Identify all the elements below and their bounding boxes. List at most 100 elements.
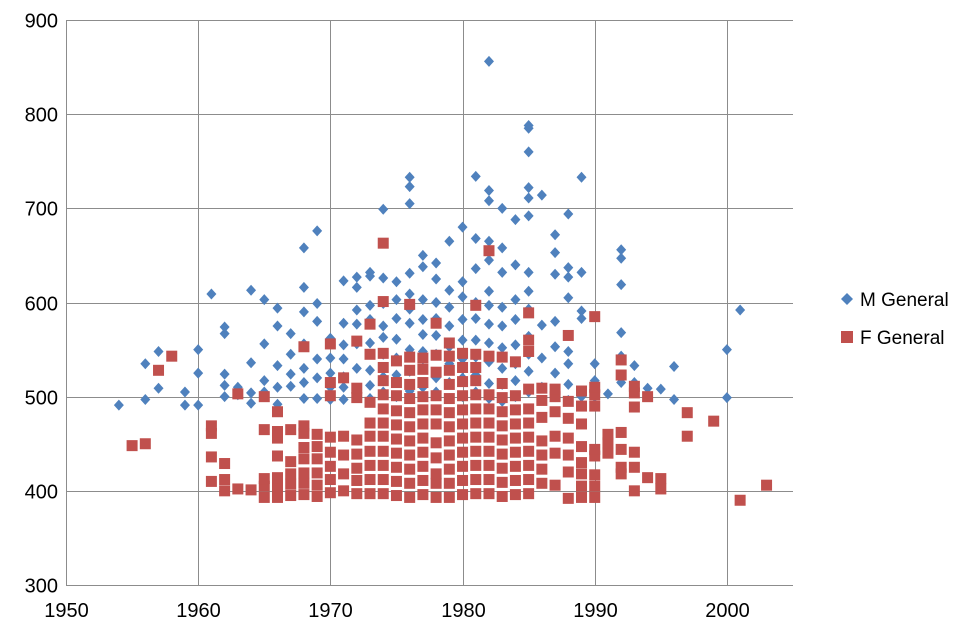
point-f-general: [205, 475, 217, 487]
point-f-general: [219, 474, 231, 486]
point-f-general: [377, 474, 389, 486]
point-m-general: [338, 353, 349, 365]
point-m-general: [444, 235, 455, 247]
point-m-general: [404, 288, 415, 300]
point-m-general: [431, 297, 442, 308]
point-m-general: [431, 257, 442, 269]
point-m-general: [351, 318, 362, 330]
point-f-general: [377, 375, 389, 387]
point-m-general: [298, 242, 309, 254]
y-tick-label: 900: [25, 11, 58, 33]
point-f-general: [549, 391, 561, 403]
point-m-general: [497, 266, 508, 278]
point-m-general: [298, 377, 309, 389]
point-f-general: [258, 480, 270, 492]
point-m-general: [259, 294, 270, 306]
point-f-general: [576, 400, 588, 412]
point-f-general: [483, 488, 495, 500]
point-f-general: [443, 477, 455, 489]
point-f-general: [523, 403, 535, 415]
point-m-general: [351, 281, 362, 293]
point-f-general: [351, 382, 363, 394]
point-f-general: [496, 392, 508, 404]
point-f-general: [549, 430, 561, 442]
point-f-general: [166, 350, 178, 362]
point-f-general: [589, 480, 601, 492]
point-f-general: [430, 418, 442, 430]
point-f-general: [390, 377, 402, 389]
point-f-general: [430, 390, 442, 402]
point-f-general: [734, 494, 746, 506]
point-f-general: [470, 375, 482, 387]
point-f-general: [417, 377, 429, 389]
point-f-general: [390, 433, 402, 445]
point-f-general: [298, 477, 310, 489]
point-m-general: [285, 348, 296, 360]
point-f-general: [443, 407, 455, 419]
point-m-general: [510, 375, 521, 387]
point-f-general: [523, 383, 535, 395]
point-m-general: [483, 337, 494, 349]
point-f-general: [298, 489, 310, 501]
point-m-general: [378, 320, 389, 332]
point-m-general: [219, 328, 230, 340]
point-m-general: [417, 261, 428, 273]
point-f-general: [245, 484, 257, 496]
point-f-general: [483, 417, 495, 429]
point-f-general: [338, 485, 350, 497]
point-f-general: [470, 431, 482, 443]
point-f-general: [351, 448, 363, 460]
point-f-general: [285, 424, 297, 436]
point-m-general: [417, 313, 428, 325]
point-f-general: [549, 406, 561, 418]
point-f-general: [351, 434, 363, 446]
legend-marker-f-general: [841, 331, 853, 343]
point-m-general: [629, 360, 640, 372]
point-f-general: [523, 307, 535, 319]
point-f-general: [430, 452, 442, 464]
x-tick-label: 1980: [441, 600, 486, 622]
point-f-general: [364, 318, 376, 330]
point-m-general: [735, 304, 746, 316]
point-f-general: [324, 431, 336, 443]
point-f-general: [443, 449, 455, 461]
point-m-general: [259, 338, 270, 350]
point-m-general: [219, 379, 230, 391]
point-f-general: [298, 427, 310, 439]
point-f-general: [628, 380, 640, 392]
point-m-general: [510, 313, 521, 325]
point-f-general: [364, 396, 376, 408]
point-f-general: [311, 490, 323, 502]
point-f-general: [311, 453, 323, 465]
point-f-general: [483, 403, 495, 415]
point-m-general: [536, 352, 547, 364]
point-f-general: [708, 415, 720, 427]
tick-labels: 300 400 500 600 700 800 900 1950 1960 1970 1980 199…: [25, 11, 750, 623]
point-m-general: [179, 399, 190, 411]
point-m-general: [457, 291, 468, 303]
point-f-general: [417, 418, 429, 430]
point-m-general: [563, 345, 574, 357]
point-f-general: [509, 418, 521, 430]
point-f-general: [496, 490, 508, 502]
point-f-general: [271, 426, 283, 438]
point-f-general: [351, 474, 363, 486]
point-f-general: [615, 369, 627, 381]
point-f-general: [496, 462, 508, 474]
point-f-general: [417, 474, 429, 486]
point-f-general: [390, 490, 402, 502]
point-f-general: [536, 435, 548, 447]
point-m-general: [563, 292, 574, 304]
point-m-general: [431, 273, 442, 285]
point-m-general: [510, 339, 521, 351]
point-f-general: [271, 481, 283, 493]
point-m-general: [285, 368, 296, 380]
point-f-general: [549, 383, 561, 395]
series-f-general: [126, 237, 773, 506]
point-f-general: [417, 363, 429, 375]
point-f-general: [615, 443, 627, 455]
point-f-general: [377, 459, 389, 471]
point-f-general: [390, 390, 402, 402]
point-f-general: [457, 390, 469, 402]
